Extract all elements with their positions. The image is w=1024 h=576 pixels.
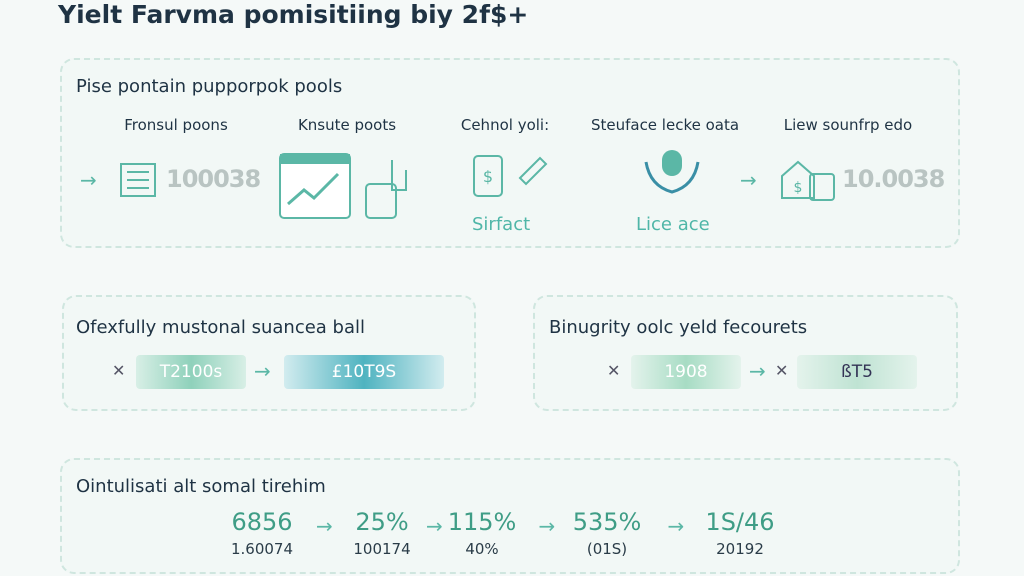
stat-sub: 40% xyxy=(465,540,499,558)
column-label: Knsute poots xyxy=(297,116,397,134)
stat-sub: 100174 xyxy=(353,540,411,558)
column-label: Cehnol yoli: xyxy=(460,116,550,134)
stats-panel: Ointulisati alt somal tirehim 6856 1.6007… xyxy=(60,458,960,574)
marker: ✕ xyxy=(607,361,621,380)
icon-label: Sirfact xyxy=(472,214,531,235)
page-title: Yielt Farvma pomisitiing biy 2f$+ xyxy=(58,0,529,29)
right-panel: Binugrity oolc yeld fecourets ✕ 1908 → ✕… xyxy=(533,295,958,411)
column-label: Fronsul poons xyxy=(124,116,228,134)
panel-title: Pise pontain pupporpok pools xyxy=(76,76,343,97)
stat-sub: 20192 xyxy=(716,540,764,558)
panel-title: Ointulisati alt somal tirehim xyxy=(76,476,326,497)
arrow: → xyxy=(740,168,757,192)
stat-sub: 1.60074 xyxy=(230,540,294,558)
column-label: Steuface lecke oata xyxy=(590,116,740,134)
marker: ✕ xyxy=(112,361,126,380)
pill: ßT5 xyxy=(797,355,917,389)
left-panel: Ofexfully mustonal suancea ball ✕ T2100s… xyxy=(62,295,476,411)
stat-value: 6856 xyxy=(231,508,293,536)
pool-value: 100038 xyxy=(166,165,261,193)
pill: T2100s xyxy=(136,355,246,389)
svg-text:$: $ xyxy=(483,167,493,186)
arrow: → xyxy=(254,359,271,383)
stat-value: 1S/46 xyxy=(705,508,775,536)
stat-value: 115% xyxy=(447,508,517,536)
tag-icon: $ xyxy=(473,155,548,197)
arrow: → xyxy=(749,359,766,383)
stat-value: 25% xyxy=(355,508,409,536)
wallet-icon: $ xyxy=(781,160,835,201)
arrow: → xyxy=(667,514,685,538)
hand-icon xyxy=(644,150,700,194)
pill: 1908 xyxy=(631,355,741,389)
stat-sub: (01S) xyxy=(586,540,628,558)
arrow: → xyxy=(426,514,443,538)
stat-value: 535% xyxy=(572,508,642,536)
arrow: → xyxy=(316,514,333,538)
chart-icon xyxy=(279,153,407,219)
panel-title: Binugrity oolc yeld fecourets xyxy=(549,317,808,338)
panel-title: Ofexfully mustonal suancea ball xyxy=(76,317,365,338)
list-icon xyxy=(120,163,156,197)
column-label: Liew sounfrp edo xyxy=(783,116,913,134)
icon-label: Lice ace xyxy=(636,214,710,235)
arrow: → xyxy=(80,168,97,192)
arrow: → xyxy=(538,514,556,538)
pill: £10T9S xyxy=(284,355,444,389)
pool-value: 10.0038 xyxy=(842,165,945,193)
marker: ✕ xyxy=(775,361,789,380)
svg-text:$: $ xyxy=(794,180,803,196)
pools-panel: Pise pontain pupporpok pools Fronsul poo… xyxy=(60,58,960,248)
